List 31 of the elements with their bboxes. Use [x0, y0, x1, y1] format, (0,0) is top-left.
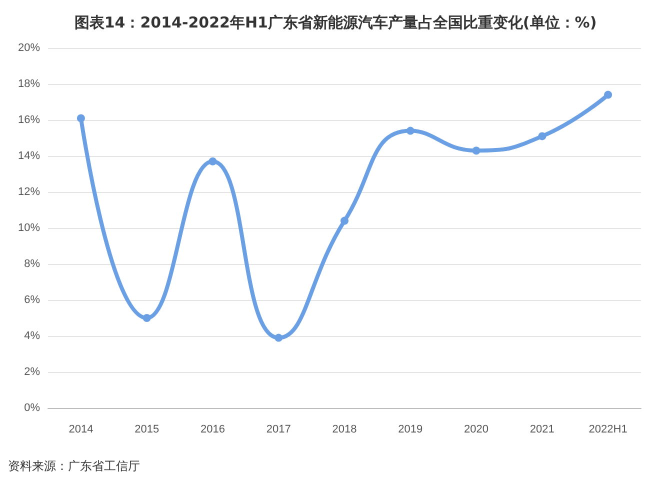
x-tick-label: 2019: [398, 424, 423, 436]
point: [538, 132, 546, 140]
point: [142, 314, 151, 322]
y-tick-label: 12%: [18, 186, 40, 198]
x-tick-label: 2015: [134, 424, 160, 436]
y-tick-label: 16%: [18, 114, 40, 126]
y-tick-label: 20%: [18, 42, 40, 54]
x-tick-label: 2020: [464, 424, 489, 436]
y-tick-label: 18%: [18, 78, 40, 90]
point: [340, 216, 348, 225]
point: [76, 114, 85, 122]
point: [406, 126, 414, 135]
x-tick-label: 2014: [68, 424, 94, 436]
x-tick-label: 2021: [530, 424, 554, 436]
point: [604, 90, 612, 99]
y-tick-label: 2%: [24, 366, 40, 378]
y-tick-label: 8%: [24, 258, 40, 270]
y-tick-label: 6%: [24, 294, 40, 306]
x-tick-label: 2016: [200, 424, 225, 436]
text: 资料来源：广东省工信厅: [8, 459, 140, 473]
y-tick-label: 0%: [24, 402, 40, 414]
x-tick-label: 2022H1: [588, 424, 628, 436]
y-tick-label: 10%: [18, 222, 40, 234]
x-tick-label: 2018: [332, 424, 357, 436]
chart-title: 图表14：2014-2022年H1广东省新能源汽车产量占全国比重变化(单位：%): [74, 14, 597, 32]
point: [208, 157, 217, 166]
point: [274, 334, 283, 342]
point: [472, 146, 480, 155]
x-tick-label: 2017: [266, 424, 291, 436]
y-tick-label: 4%: [24, 330, 40, 342]
y-tick-label: 14%: [18, 150, 40, 162]
